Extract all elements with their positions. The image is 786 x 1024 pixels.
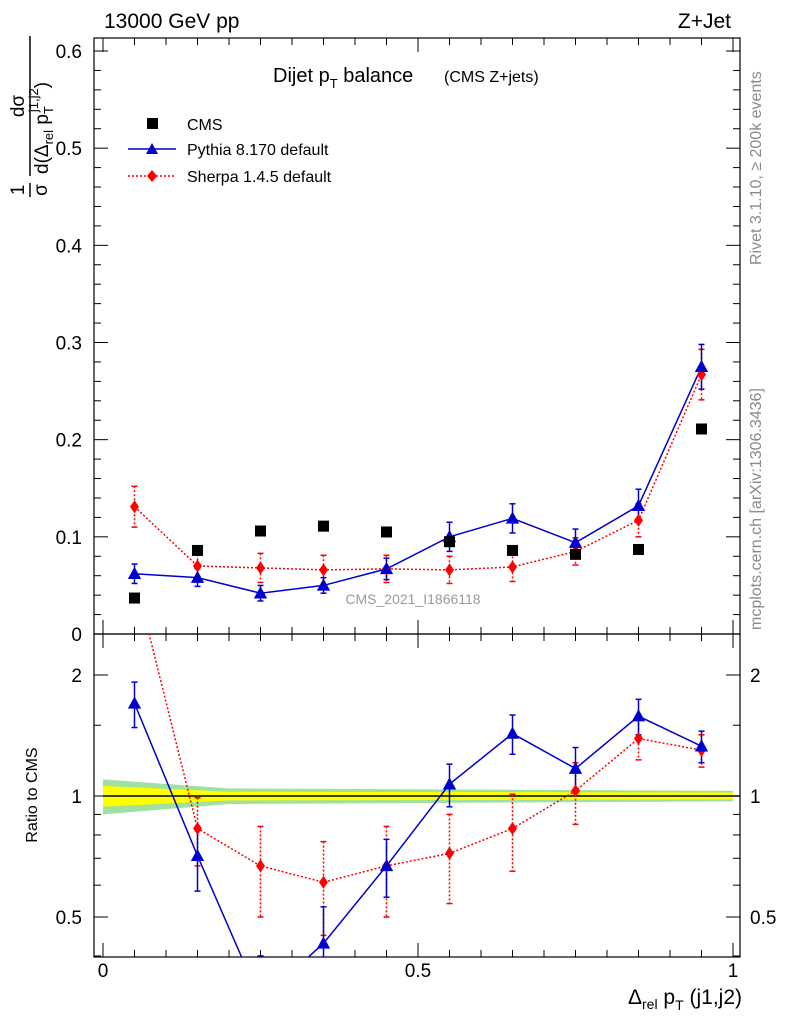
ratio-sherpa-point <box>319 875 328 889</box>
legend-sherpa-label: Sherpa 1.4.5 default <box>187 169 332 186</box>
sherpa-point <box>130 500 139 514</box>
ratio-sherpa-line <box>148 634 702 884</box>
ratio-xtick-label: 0.5 <box>405 961 431 982</box>
legend-sherpa-marker <box>147 170 157 182</box>
pythia-line <box>134 366 703 594</box>
ratio-pythia-point <box>505 726 520 739</box>
ratio-data <box>127 634 709 1005</box>
ratio-ytick-label-right: 2 <box>750 666 761 687</box>
cms-point <box>255 525 266 537</box>
cms-point <box>318 520 329 532</box>
ratio-pythia-point <box>127 696 142 709</box>
cms-point <box>507 544 518 556</box>
legend: CMS Pythia 8.170 default Sherpa 1.4.5 de… <box>128 117 332 186</box>
ratio-ytick-label: 2 <box>71 666 82 687</box>
sherpa-point <box>256 561 265 575</box>
ratio-xtick-label: 0 <box>98 961 109 982</box>
mcplots-label: mcplots.cern.ch [arXiv:1306.3436] <box>748 388 765 630</box>
cms-point <box>129 592 140 604</box>
main-ytick-label: 0.4 <box>56 236 83 257</box>
main-ytick-label: 0.5 <box>56 139 82 160</box>
main-ytick-label: 0.3 <box>56 334 82 355</box>
ratio-pythia-line <box>133 703 702 957</box>
cms-point <box>633 543 644 555</box>
main-yticks: 0 0.1 0.2 0.3 0.4 0.5 0.6 <box>56 42 740 646</box>
ratio-ytick-label: 0.5 <box>56 908 82 929</box>
main-ytick-label: 0.2 <box>56 431 82 452</box>
pythia-point <box>694 359 709 373</box>
ratio-sherpa-point <box>256 859 265 873</box>
pythia-point <box>568 535 583 548</box>
ylabel-frac-num: 1 <box>8 185 29 196</box>
pythia-point <box>190 570 205 583</box>
cms-point <box>381 526 392 538</box>
cms-point <box>444 536 455 548</box>
sherpa-line <box>133 374 703 571</box>
ylabel-denominator: d(Δrel pTj1,j2) <box>26 82 56 174</box>
sherpa-point <box>445 563 454 577</box>
rivet-label: Rivet 3.1.10, ≥ 200k events <box>748 71 765 265</box>
sherpa-point <box>508 560 517 574</box>
ratio-sherpa-point <box>193 822 202 836</box>
ratio-band <box>103 779 740 815</box>
ratio-data-clipped <box>127 634 709 1005</box>
ratio-pythia-point <box>254 993 267 1005</box>
pythia-point <box>316 578 331 591</box>
ratio-pythia-point <box>442 777 457 790</box>
sherpa-point <box>193 559 202 573</box>
legend-pythia-marker <box>146 143 158 154</box>
sherpa-point <box>319 563 328 577</box>
ratio-ytick-label: 1 <box>71 787 82 808</box>
main-ytick-label: 0 <box>71 625 82 646</box>
cms-point <box>192 544 203 556</box>
plot-title: Dijet pT balance <box>273 65 413 91</box>
ratio-sherpa-point <box>634 732 643 746</box>
cms-point <box>696 423 707 435</box>
main-ylabel: 1 σ dσ d(Δrel pTj1,j2) <box>8 36 56 197</box>
ratio-pythia-point <box>694 739 709 752</box>
ratio-ytick-label-right: 1 <box>750 787 761 808</box>
ratio-ytick-label-right: 0.5 <box>750 908 776 929</box>
ratio-pythia-point <box>631 709 646 722</box>
pythia-point <box>631 498 646 511</box>
legend-cms-marker <box>147 118 158 129</box>
main-data <box>127 343 709 604</box>
analysis-watermark: CMS_2021_I1866118 <box>345 591 480 607</box>
ylabel-dsigma: dσ <box>8 95 29 118</box>
sherpa-point <box>634 513 643 527</box>
legend-pythia-label: Pythia 8.170 default <box>187 142 329 159</box>
ratio-yticks: 0.5 0.5 1 1 2 2 <box>56 666 776 957</box>
pythia-point <box>127 566 142 580</box>
header-right: Z+Jet <box>678 10 731 33</box>
ratio-ylabel: Ratio to CMS <box>24 747 41 842</box>
ratio-xticks: 0 0.5 1 <box>98 634 739 982</box>
pythia-point <box>379 561 394 575</box>
ratio-xtick-label: 1 <box>728 961 739 982</box>
main-xticks <box>102 38 734 634</box>
ratio-pythia-point <box>316 936 331 949</box>
legend-cms-label: CMS <box>187 117 223 134</box>
header-left: 13000 GeV pp <box>104 10 239 33</box>
xlabel: Δrel pT (j1,j2) <box>628 986 742 1013</box>
ratio-sherpa-point <box>508 822 517 836</box>
plot-title-note: (CMS Z+jets) <box>444 69 539 86</box>
cms-point <box>570 548 581 560</box>
pythia-point <box>253 586 268 599</box>
ratio-sherpa-point <box>571 784 580 798</box>
ratio-pythia-point <box>190 848 205 862</box>
ratio-sherpa-point <box>445 846 454 860</box>
ylabel-frac-den: σ <box>31 184 52 196</box>
ratio-pythia-point <box>379 858 394 872</box>
main-ytick-label: 0.6 <box>56 42 82 63</box>
main-ytick-label: 0.1 <box>56 528 82 549</box>
ratio-pythia-point <box>568 761 583 774</box>
pythia-point <box>505 511 520 524</box>
